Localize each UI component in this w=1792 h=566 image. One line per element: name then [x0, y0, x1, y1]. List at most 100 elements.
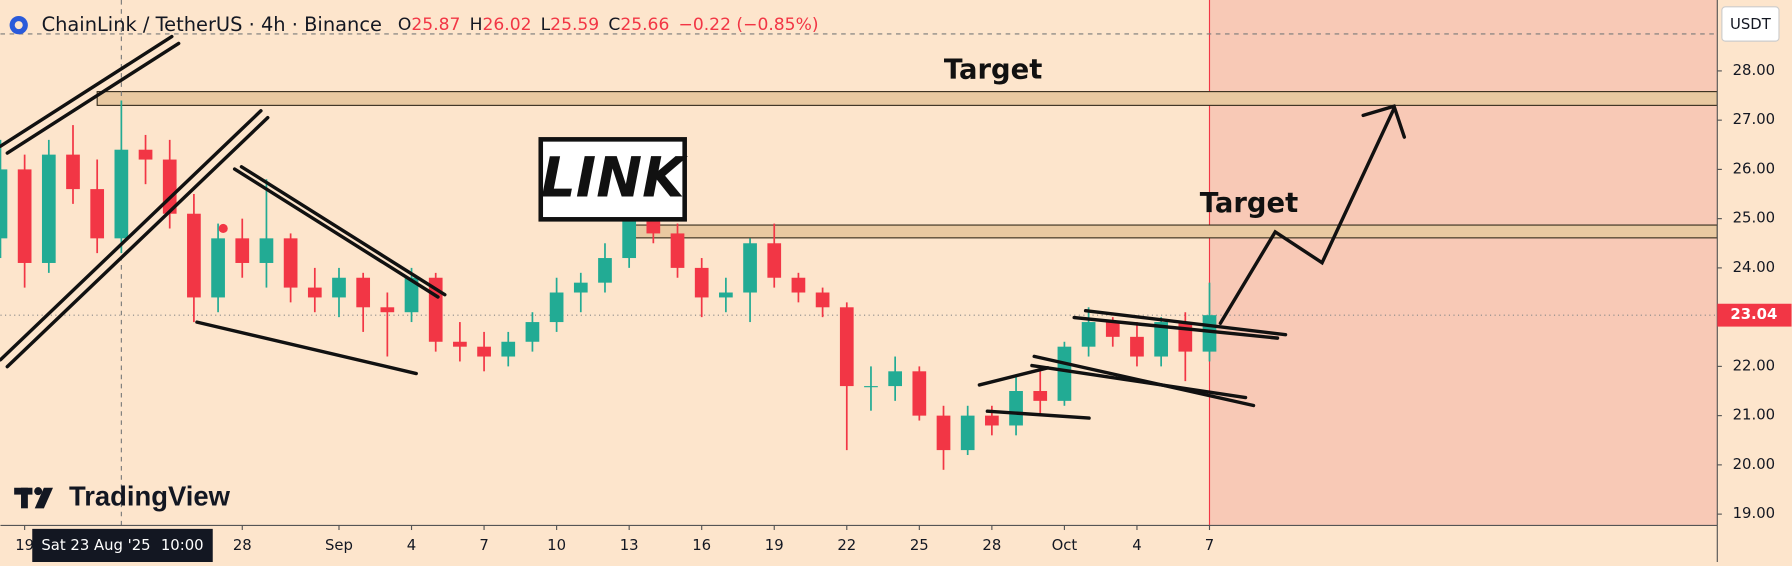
forecast-path — [1218, 106, 1396, 325]
y-tick-label: 20.00 — [1733, 456, 1775, 473]
currency-box — [1721, 6, 1780, 42]
target-zone — [628, 224, 1718, 239]
x-tick-label: 19 — [15, 537, 34, 554]
candle-body — [573, 282, 588, 293]
crosshair-x-box — [32, 528, 213, 562]
header: ChainLink / TetherUS · 4h · Binance O25.8… — [42, 13, 819, 36]
candle-body — [1178, 322, 1193, 352]
x-tick-label: Sep — [325, 537, 353, 554]
trend-line — [1083, 308, 1288, 337]
x-tick-label: Oct — [1052, 537, 1078, 554]
trend-line — [977, 366, 1050, 387]
x-tick-label: 7 — [479, 537, 488, 554]
zone-label: Target — [1200, 188, 1298, 219]
candle-body — [598, 258, 612, 283]
y-tick-label: 28.00 — [1733, 62, 1775, 79]
candle-body — [864, 386, 878, 388]
ohlc-key: C — [608, 15, 620, 35]
last-price-box — [1717, 303, 1792, 327]
ohlc-key: H — [470, 15, 483, 35]
x-tick-label: 19 — [765, 537, 784, 554]
y-tick-label: 27.00 — [1733, 111, 1775, 128]
ohlc-key: O — [398, 15, 411, 35]
candle-body — [839, 307, 854, 387]
trend-line — [239, 165, 447, 297]
candle-body — [138, 149, 153, 160]
candle-body — [1154, 322, 1168, 357]
y-tick-label: 22.00 — [1733, 357, 1775, 374]
candle-body — [41, 154, 56, 263]
symbol-icon-inner — [14, 21, 23, 30]
candle-body — [1009, 391, 1023, 426]
logo-part — [34, 487, 53, 509]
ohlc-value: 25.66 — [620, 15, 669, 35]
x-tick-label: 7 — [1205, 537, 1214, 554]
symbol: ChainLink / TetherUS · 4h · Binance — [42, 13, 382, 36]
trend-line — [985, 409, 1091, 420]
x-tick-label: 28 — [982, 537, 1001, 554]
last-price-label: 23.04 — [1730, 306, 1777, 323]
trend-line — [1072, 315, 1280, 340]
candle-body — [211, 238, 225, 298]
marker-dot — [218, 223, 228, 234]
candle-body — [187, 213, 201, 298]
shaded-region — [1209, 0, 1718, 526]
target-zone — [96, 91, 1718, 106]
candle-body — [477, 346, 491, 357]
x-tick-label: 16 — [692, 537, 711, 554]
candle-body — [66, 154, 80, 190]
forecast-arrowhead — [1361, 104, 1407, 139]
candle-body — [235, 238, 250, 263]
candle-body — [549, 292, 564, 323]
logo-part — [34, 487, 43, 496]
candle-body — [767, 243, 782, 278]
trend-line — [195, 320, 418, 376]
candle-body — [453, 341, 467, 347]
candle-body — [815, 292, 830, 308]
ohlc-value: 26.02 — [482, 15, 531, 35]
trend-line — [0, 109, 263, 362]
y-tick-label: 21.00 — [1733, 407, 1775, 424]
x-tick-label: 22 — [837, 537, 856, 554]
candle-body — [888, 371, 903, 387]
trend-line — [232, 167, 440, 299]
annotation: LINK — [541, 146, 688, 210]
candle-body — [719, 292, 733, 298]
x-tick-label: 10 — [547, 537, 566, 554]
candle-body — [17, 169, 32, 263]
candle-body — [525, 322, 540, 342]
currency: USDT — [1730, 16, 1772, 33]
y-tick-label: 25.00 — [1733, 210, 1775, 227]
candle-body — [259, 238, 274, 263]
price-axis-bg — [1717, 0, 1792, 562]
logo-icon — [14, 487, 53, 509]
logo: TradingView — [69, 480, 231, 511]
y-tick-label: 24.00 — [1733, 259, 1775, 276]
candle-body — [670, 233, 685, 268]
ohlc-value: 25.87 — [411, 15, 460, 35]
candle-body — [694, 267, 709, 298]
x-tick-label: 4 — [407, 537, 416, 554]
candle-body — [1057, 346, 1072, 401]
candle-body — [380, 307, 395, 313]
trend-line — [1030, 363, 1248, 400]
crosshair-x-label: Sat 23 Aug '25 — [41, 537, 150, 554]
candle-body — [332, 277, 346, 298]
candle-body — [1130, 336, 1144, 357]
candle-body — [791, 277, 806, 293]
logo-part — [21, 487, 28, 509]
x-tick-label: 4 — [1132, 537, 1141, 554]
candle-body — [356, 277, 371, 308]
x-tick-label: 28 — [233, 537, 252, 554]
trend-line — [5, 115, 270, 369]
candle-body — [912, 371, 927, 416]
annotation-box — [538, 137, 687, 222]
candle-body — [283, 238, 298, 288]
candle-body — [404, 277, 419, 313]
candle-body — [743, 243, 757, 293]
candle-body — [1033, 391, 1048, 401]
change: −0.22 (−0.85%) — [678, 15, 818, 35]
x-tick-label: 13 — [620, 537, 639, 554]
candle-body — [0, 169, 8, 239]
candle-body — [90, 189, 105, 239]
